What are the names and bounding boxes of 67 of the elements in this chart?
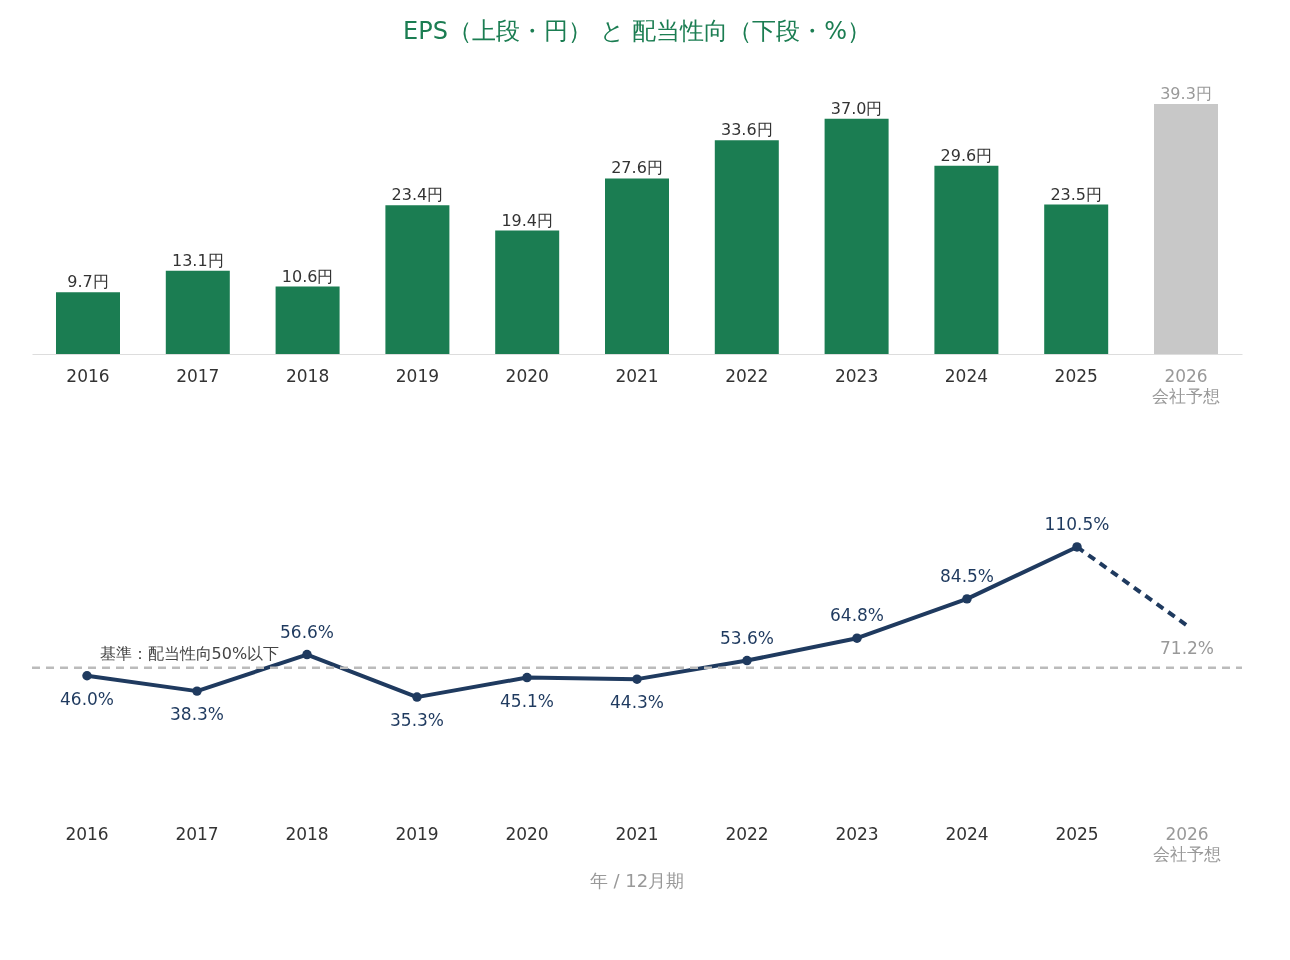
x-tick-label: 2019 xyxy=(395,366,440,386)
point xyxy=(742,655,752,666)
bar xyxy=(385,205,450,354)
x-tick-label: 2016 xyxy=(65,824,109,844)
x-tick-label: 2016 xyxy=(66,366,110,386)
x-tick-label: 2022 xyxy=(725,824,769,844)
x-tick-label: 2017 xyxy=(175,824,219,844)
data-label: 44.3% xyxy=(609,692,665,713)
data-label: 10.6円 xyxy=(281,266,334,286)
bar xyxy=(824,118,889,354)
point xyxy=(82,671,92,681)
data-label: 71.2% xyxy=(1159,638,1215,659)
point xyxy=(302,649,312,660)
ref-line-label: 基準：配当性向50%以下 xyxy=(99,643,280,663)
x-tick-label: 2021 xyxy=(615,366,659,386)
x-tick-label: 2026 会社予想 xyxy=(1153,824,1221,864)
x-tick-label: 2023 xyxy=(835,824,879,844)
data-label: 29.6円 xyxy=(940,145,993,165)
point xyxy=(852,633,862,643)
x-tick-label: 2023 xyxy=(834,366,879,386)
bar xyxy=(1044,204,1109,354)
data-label: 53.6% xyxy=(719,627,775,648)
data-label: 33.6円 xyxy=(720,120,773,140)
x-tick-label: 2018 xyxy=(285,366,330,386)
data-label: 45.1% xyxy=(499,690,555,711)
x-tick-label: 2019 xyxy=(395,824,439,844)
data-label: 23.4円 xyxy=(391,185,444,205)
bar xyxy=(605,178,669,354)
bar xyxy=(495,230,560,354)
x-tick-label: 2017 xyxy=(176,366,220,386)
data-label: 23.5円 xyxy=(1050,184,1103,204)
data-label: 64.8% xyxy=(829,605,885,626)
data-label: 9.7円 xyxy=(67,272,109,292)
x-axis-title: 年 / 12月期 xyxy=(589,870,685,891)
bar xyxy=(934,165,999,354)
data-label: 84.5% xyxy=(939,565,995,586)
bar xyxy=(165,270,230,354)
data-label: 38.3% xyxy=(169,704,225,725)
data-label: 13.1円 xyxy=(171,250,224,270)
point xyxy=(522,672,532,683)
x-tick-label: 2026 会社予想 xyxy=(1152,366,1220,406)
data-label: 39.3円 xyxy=(1160,84,1212,103)
x-tick-label: 2024 xyxy=(944,366,989,386)
bar xyxy=(275,286,340,354)
point xyxy=(962,594,972,604)
data-label: 27.6円 xyxy=(611,158,663,178)
x-tick-label: 2025 xyxy=(1055,824,1099,844)
chart-title: EPS（上段・円） と 配当性向（下段・%） xyxy=(403,17,871,45)
data-label: 110.5% xyxy=(1044,513,1110,534)
point xyxy=(632,674,642,684)
x-tick-label: 2025 xyxy=(1054,366,1098,386)
x-tick-label: 2020 xyxy=(505,824,549,844)
point xyxy=(192,686,202,696)
data-label: 35.3% xyxy=(389,710,445,731)
data-label: 56.6% xyxy=(279,621,335,642)
bar xyxy=(714,140,779,354)
x-tick-label: 2021 xyxy=(615,824,659,844)
data-label: 37.0円 xyxy=(830,98,883,118)
x-tick-label: 2024 xyxy=(945,824,989,844)
bar xyxy=(56,292,120,354)
bar xyxy=(1154,104,1218,354)
point xyxy=(412,692,422,702)
x-tick-label: 2018 xyxy=(285,824,329,844)
x-tick-label: 2020 xyxy=(505,366,549,386)
data-label: 46.0% xyxy=(59,688,115,709)
x-tick-label: 2022 xyxy=(725,366,769,386)
data-label: 19.4円 xyxy=(501,210,554,230)
